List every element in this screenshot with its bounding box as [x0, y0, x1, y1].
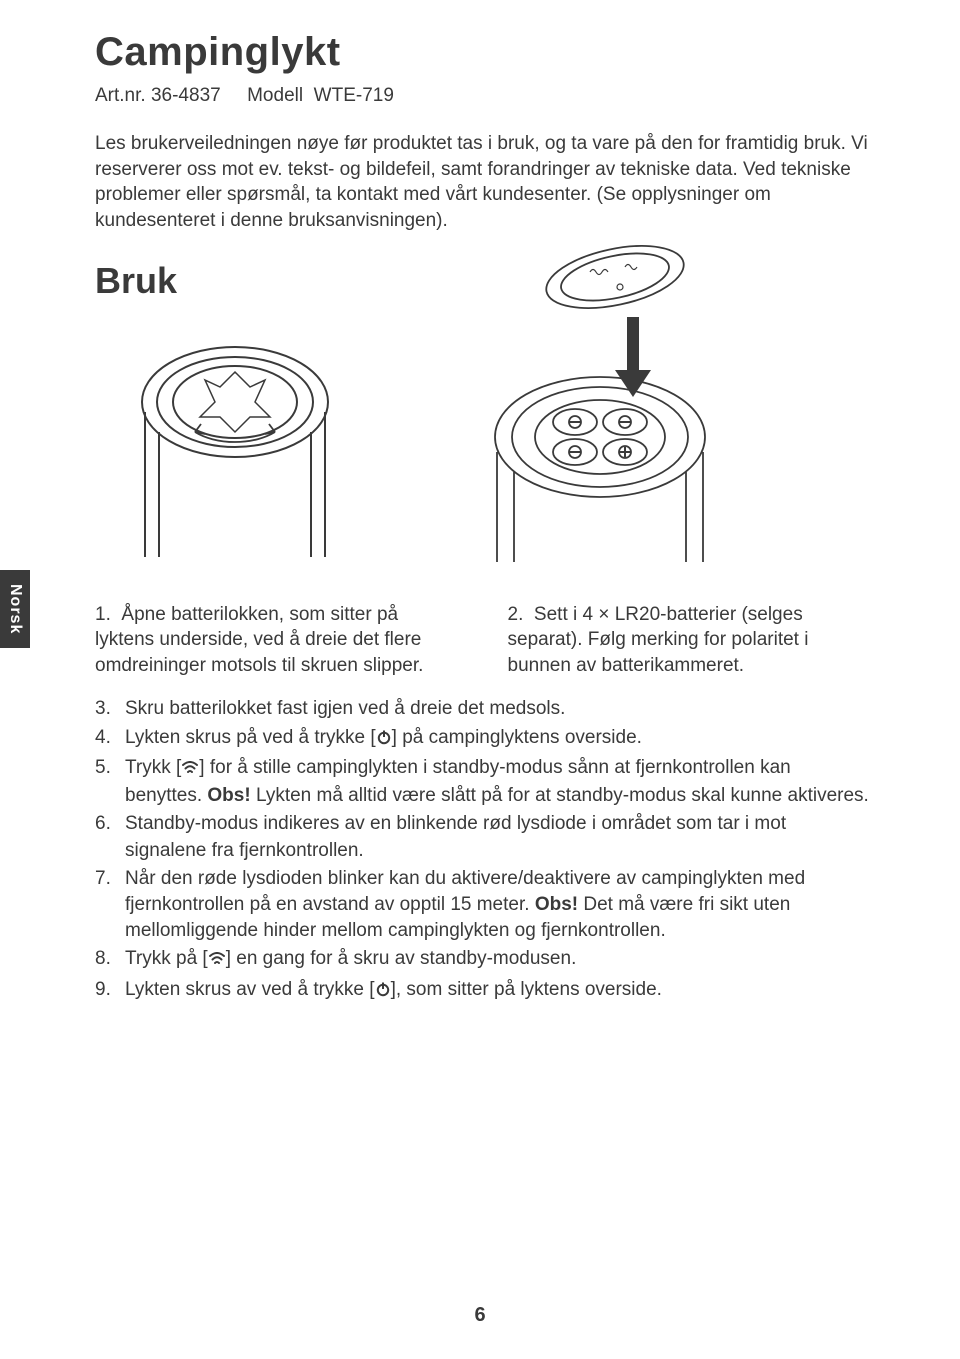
- page-number: 6: [0, 1304, 960, 1327]
- step-2-text: Sett i 4 × LR20-batterier (selges separa…: [508, 604, 809, 676]
- steps-list: 3. Skru batterilokket fast igjen ved å d…: [95, 696, 870, 1004]
- step-number: 9.: [95, 977, 125, 1005]
- cap-twist-illustration: [135, 332, 335, 562]
- step-text: Når den røde lysdioden blinker kan du ak…: [125, 866, 870, 945]
- text-part: Trykk [: [125, 757, 181, 778]
- text-part: ], som sitter på lyktens overside.: [391, 979, 662, 1000]
- text-part: Lykten må alltid være slått på for at st…: [251, 785, 869, 806]
- product-subhead: Art.nr. 36-4837 Modell WTE-719: [95, 85, 870, 107]
- list-item: 3. Skru batterilokket fast igjen ved å d…: [95, 696, 870, 722]
- art-number: 36-4837: [151, 85, 221, 106]
- figure-row: [95, 332, 870, 562]
- section-heading-bruk: Bruk: [95, 260, 870, 302]
- text-part: Lykten skrus på ved å trykke [: [125, 727, 376, 748]
- step-text: Skru batterilokket fast igjen ved å drei…: [125, 696, 870, 722]
- text-part: ] på campinglyktens overside.: [392, 727, 642, 748]
- list-item: 5. Trykk [] for å stille campinglykten i…: [95, 755, 870, 809]
- step-text: Trykk [] for å stille campinglykten i st…: [125, 755, 870, 809]
- figure-battery-insert: [485, 242, 715, 562]
- list-item: 8. Trykk på [ ] en gang for å skru av sta…: [95, 946, 870, 974]
- signal-icon: [208, 948, 226, 974]
- page-content: Campinglykt Art.nr. 36-4837 Modell WTE-7…: [0, 0, 960, 1005]
- step-number: 8.: [95, 946, 125, 974]
- model-number: WTE-719: [314, 85, 394, 106]
- step-text: Lykten skrus på ved å trykke [ ] på campi…: [125, 725, 870, 753]
- power-icon: [375, 979, 391, 1005]
- list-item: 7. Når den røde lysdioden blinker kan du…: [95, 866, 870, 945]
- step-text: Trykk på [ ] en gang for å skru av standb…: [125, 946, 870, 974]
- battery-insert-illustration: [485, 242, 715, 562]
- list-item: 9. Lykten skrus av ved å trykke [ ], som …: [95, 977, 870, 1005]
- power-icon: [376, 727, 392, 753]
- art-label: Art.nr.: [95, 85, 146, 106]
- step-2: 2. Sett i 4 × LR20-batterier (selges sep…: [508, 602, 871, 679]
- step-number: 4.: [95, 725, 125, 753]
- step-number: 6.: [95, 811, 125, 863]
- step-1-number: 1.: [95, 604, 111, 625]
- text-part: Trykk på [: [125, 948, 208, 969]
- step-1-text: Åpne batterilokken, som sitter på lykten…: [95, 604, 423, 676]
- intro-paragraph: Les brukerveiledningen nøye før produkte…: [95, 131, 870, 234]
- page-title: Campinglykt: [95, 30, 870, 75]
- step-text: Lykten skrus av ved å trykke [ ], som sit…: [125, 977, 870, 1005]
- emphasis: Obs!: [535, 894, 578, 915]
- model-label: Modell: [247, 85, 303, 106]
- text-part: ] en gang for å skru av standby-modusen.: [226, 948, 577, 969]
- language-tab: Norsk: [0, 570, 30, 648]
- step-number: 7.: [95, 866, 125, 945]
- step-number: 5.: [95, 755, 125, 809]
- step-number: 3.: [95, 696, 125, 722]
- step-2-number: 2.: [508, 604, 524, 625]
- figure-cap-twist: [135, 332, 335, 562]
- emphasis: Obs!: [207, 785, 250, 806]
- step-1: 1. Åpne batterilokken, som sitter på lyk…: [95, 602, 458, 679]
- list-item: 6. Standby-modus indikeres av en blinken…: [95, 811, 870, 863]
- text-part: Lykten skrus av ved å trykke [: [125, 979, 375, 1000]
- signal-icon: [181, 757, 199, 783]
- step-columns: 1. Åpne batterilokken, som sitter på lyk…: [95, 602, 870, 679]
- step-text: Standby-modus indikeres av en blinkende …: [125, 811, 870, 863]
- list-item: 4. Lykten skrus på ved å trykke [ ] på ca…: [95, 725, 870, 753]
